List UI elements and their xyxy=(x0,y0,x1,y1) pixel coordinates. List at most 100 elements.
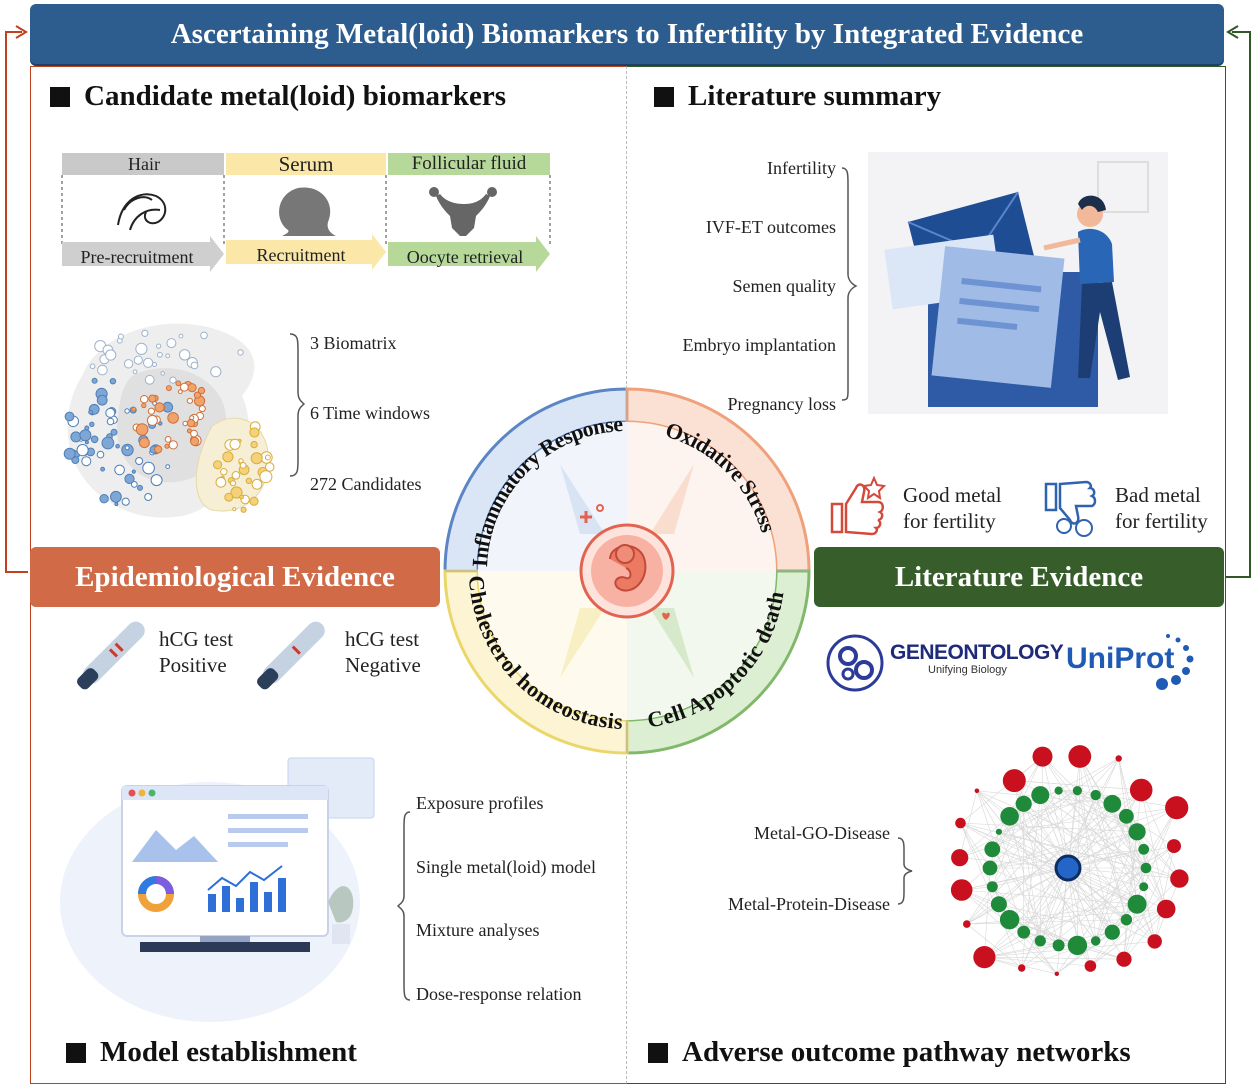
candidate-bubble xyxy=(154,445,163,454)
candidate-bubble xyxy=(164,443,170,449)
topic-pregnancy-loss: Pregnancy loss xyxy=(727,394,836,414)
candidate-bubble xyxy=(123,359,134,369)
network-center-node xyxy=(1054,854,1082,882)
candidate-bubble xyxy=(90,435,99,444)
gene-ontology-logo-icon xyxy=(826,634,884,692)
candidate-bubble xyxy=(147,407,156,415)
section-model: Model establishment xyxy=(66,1036,357,1069)
candidate-bubble xyxy=(165,385,172,392)
network-node-go xyxy=(1031,786,1050,805)
network-node-go xyxy=(1103,794,1122,813)
thumbs-down-icon xyxy=(1044,480,1097,537)
candidate-bubble xyxy=(213,460,223,470)
candidate-bubble xyxy=(133,355,143,365)
square-bullet-icon xyxy=(66,1042,86,1063)
candidate-bubble xyxy=(187,383,197,393)
section-candidates: Candidate metal(loid) biomarkers xyxy=(50,80,506,113)
network-node-disease xyxy=(1084,960,1097,972)
candidate-bubble xyxy=(106,417,115,426)
candidate-bubble xyxy=(131,469,136,474)
network-node-disease xyxy=(951,849,969,867)
candidate-bubble xyxy=(143,357,154,368)
network-node-disease xyxy=(1115,755,1122,762)
embryo-icon xyxy=(579,504,675,620)
topic-infertility: Infertility xyxy=(767,158,836,178)
candidate-bubble xyxy=(81,456,92,467)
network-node-go xyxy=(1000,807,1019,826)
network-node-go xyxy=(1120,914,1133,926)
candidate-bubble xyxy=(182,420,188,427)
candidate-bubble xyxy=(137,484,143,491)
candidate-bubble xyxy=(165,353,171,359)
candidate-bubble xyxy=(197,386,206,395)
left-feedback-arrow xyxy=(5,31,28,573)
candidate-bubble xyxy=(121,497,130,506)
candidate-bubble xyxy=(156,343,162,349)
window-recruitment: Recruitment xyxy=(256,245,346,265)
network-label-protein: Metal-Protein-Disease xyxy=(728,894,890,914)
network-node-disease xyxy=(1116,951,1132,967)
good-metal-label: Good metal for fertility xyxy=(903,483,1002,533)
candidate-bubble xyxy=(232,507,237,512)
network-node-go xyxy=(986,881,998,893)
candidate-bubble xyxy=(240,506,247,513)
section-aop: Adverse outcome pathway networks xyxy=(648,1036,1131,1069)
candidate-bubble xyxy=(224,492,234,502)
gene-ontology-name: GENEONTOLOGY xyxy=(890,641,1064,664)
candidate-bubble xyxy=(105,407,116,418)
network-node-disease xyxy=(1068,745,1092,768)
candidate-bubble xyxy=(200,331,208,340)
woman-figure-icon xyxy=(1043,195,1130,380)
topic-semen-quality: Semen quality xyxy=(732,276,836,296)
square-bullet-icon xyxy=(654,86,674,107)
candidate-bubble xyxy=(160,371,165,376)
candidate-bubble xyxy=(215,476,227,488)
candidate-bubble xyxy=(167,412,179,424)
candidate-bubble xyxy=(140,395,149,404)
network-node-go xyxy=(995,828,1002,835)
candidate-bubble xyxy=(190,429,198,438)
candidate-bubble xyxy=(150,474,163,487)
candidate-bubble xyxy=(124,445,130,451)
candidate-bubble xyxy=(124,408,130,414)
candidate-bubble xyxy=(142,461,155,475)
right-feedback-arrow xyxy=(1226,31,1251,578)
hcg-positive-test-icon xyxy=(77,621,145,690)
candidate-bubble xyxy=(131,406,137,412)
literature-illustration xyxy=(868,152,1168,414)
network-node-disease xyxy=(973,946,996,969)
candidate-bubble xyxy=(110,490,122,503)
candidate-bubble xyxy=(141,329,149,337)
candidate-bubble xyxy=(135,423,149,436)
network-node-disease xyxy=(1156,899,1176,919)
candidate-bubble xyxy=(239,494,245,500)
network-node-go xyxy=(990,896,1007,913)
candidate-bubble xyxy=(154,402,165,413)
candidate-bubble xyxy=(141,402,147,409)
candidate-bubble xyxy=(148,394,157,403)
square-bullet-icon xyxy=(50,86,70,107)
network-node-go xyxy=(1139,882,1149,892)
candidate-bubble xyxy=(230,486,243,499)
candidate-bubble-cluster xyxy=(63,323,275,518)
thumbs-up-icon xyxy=(830,475,887,536)
candidate-bubble xyxy=(89,421,95,428)
network-node-disease xyxy=(974,788,980,794)
candidate-bubble xyxy=(96,394,108,406)
topic-ivf-et: IVF-ET outcomes xyxy=(705,217,836,237)
network-node-disease xyxy=(1002,769,1026,793)
network-node-disease xyxy=(1170,869,1189,888)
analyses-brace xyxy=(396,811,411,1001)
candidate-bubble xyxy=(117,333,124,340)
candidate-bubble xyxy=(264,454,271,461)
analysis-dose-response: Dose-response relation xyxy=(416,984,582,1004)
candidate-bubble xyxy=(186,418,196,428)
candidate-bubbles xyxy=(63,329,275,513)
candidate-bubble xyxy=(114,464,125,476)
network-brace xyxy=(897,837,913,905)
network-node-go xyxy=(1054,786,1063,795)
candidate-bubble xyxy=(193,391,201,399)
candidate-bubble xyxy=(130,481,138,488)
candidate-bubble xyxy=(180,382,189,392)
candidate-bubble xyxy=(76,444,89,457)
